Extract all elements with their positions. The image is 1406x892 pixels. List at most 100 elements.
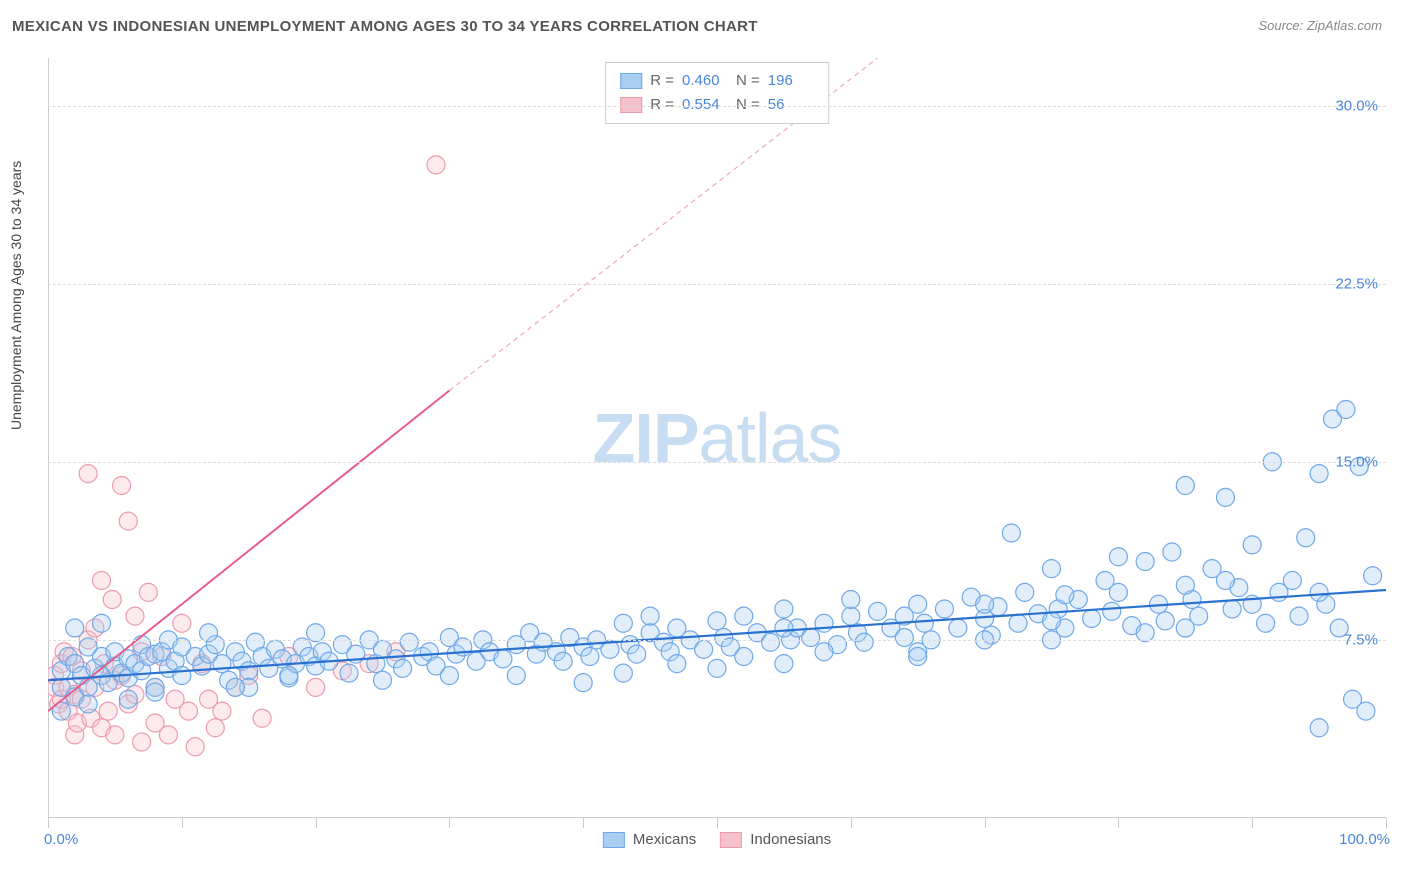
x-tick: [182, 818, 183, 828]
data-point-mexicans: [1216, 572, 1234, 590]
chart-title: MEXICAN VS INDONESIAN UNEMPLOYMENT AMONG…: [12, 18, 758, 35]
data-point-mexicans: [1337, 401, 1355, 419]
data-point-mexicans: [842, 591, 860, 609]
data-point-mexicans: [1243, 536, 1261, 554]
data-point-mexicans: [1163, 543, 1181, 561]
data-point-mexicans: [895, 629, 913, 647]
data-point-mexicans: [735, 607, 753, 625]
data-point-mexicans: [1223, 600, 1241, 618]
data-point-indonesians: [79, 465, 97, 483]
data-point-mexicans: [641, 607, 659, 625]
data-point-mexicans: [775, 600, 793, 618]
data-point-indonesians: [206, 719, 224, 737]
data-point-mexicans: [507, 667, 525, 685]
x-tick: [1118, 818, 1119, 828]
data-point-mexicans: [374, 671, 392, 689]
x-tick: [316, 818, 317, 828]
gridline: [48, 640, 1386, 641]
data-point-indonesians: [126, 607, 144, 625]
data-point-mexicans: [842, 607, 860, 625]
data-point-mexicans: [1136, 553, 1154, 571]
data-point-indonesians: [106, 726, 124, 744]
data-point-mexicans: [949, 619, 967, 637]
data-point-mexicans: [146, 683, 164, 701]
data-point-mexicans: [280, 667, 298, 685]
chart-area: ZIPatlas R = 0.460 N = 196 R = 0.554 N =…: [48, 58, 1386, 818]
data-point-indonesians: [186, 738, 204, 756]
data-point-mexicans: [1283, 572, 1301, 590]
source-attribution: Source: ZipAtlas.com: [1258, 18, 1382, 33]
data-point-mexicans: [802, 629, 820, 647]
data-point-indonesians: [179, 702, 197, 720]
data-point-mexicans: [394, 659, 412, 677]
data-point-indonesians: [103, 591, 121, 609]
data-point-mexicans: [1109, 583, 1127, 601]
data-point-mexicans: [581, 648, 599, 666]
y-axis-label: Unemployment Among Ages 30 to 34 years: [8, 161, 24, 430]
data-point-mexicans: [762, 633, 780, 651]
data-point-indonesians: [113, 477, 131, 495]
data-point-mexicans: [574, 674, 592, 692]
data-point-indonesians: [99, 702, 117, 720]
data-point-mexicans: [1016, 583, 1034, 601]
legend-swatch-indonesians-bottom: [720, 832, 742, 848]
data-point-mexicans: [1156, 612, 1174, 630]
data-point-mexicans: [1364, 567, 1382, 585]
gridline: [48, 462, 1386, 463]
gridline: [48, 106, 1386, 107]
x-tick: [48, 818, 49, 828]
data-point-mexicans: [935, 600, 953, 618]
data-point-indonesians: [139, 583, 157, 601]
data-point-mexicans: [1310, 583, 1328, 601]
data-point-mexicans: [1056, 586, 1074, 604]
x-max-label: 100.0%: [1339, 831, 1390, 848]
data-point-indonesians: [133, 733, 151, 751]
data-point-indonesians: [307, 678, 325, 696]
data-point-mexicans: [628, 645, 646, 663]
y-tick-label: 30.0%: [1335, 97, 1378, 114]
data-point-mexicans: [1310, 719, 1328, 737]
data-point-mexicans: [1043, 560, 1061, 578]
correlation-legend: R = 0.460 N = 196 R = 0.554 N = 56: [605, 62, 829, 124]
data-point-mexicans: [1176, 576, 1194, 594]
data-point-mexicans: [1103, 602, 1121, 620]
data-point-mexicans: [708, 659, 726, 677]
data-point-mexicans: [1083, 610, 1101, 628]
data-point-mexicans: [855, 633, 873, 651]
data-point-mexicans: [1009, 614, 1027, 632]
x-tick: [1386, 818, 1387, 828]
data-point-mexicans: [1357, 702, 1375, 720]
data-point-mexicans: [915, 614, 933, 632]
data-point-indonesians: [173, 614, 191, 632]
data-point-mexicans: [1297, 529, 1315, 547]
data-point-mexicans: [240, 662, 258, 680]
data-point-mexicans: [1257, 614, 1275, 632]
legend-item-indonesians: Indonesians: [720, 831, 831, 848]
data-point-indonesians: [427, 156, 445, 174]
data-point-mexicans: [815, 643, 833, 661]
data-point-mexicans: [708, 612, 726, 630]
data-point-mexicans: [869, 602, 887, 620]
data-point-mexicans: [815, 614, 833, 632]
data-point-indonesians: [93, 572, 111, 590]
data-point-indonesians: [159, 726, 177, 744]
data-point-mexicans: [340, 664, 358, 682]
x-tick: [985, 818, 986, 828]
data-point-mexicans: [119, 690, 137, 708]
legend-swatch-mexicans-bottom: [603, 832, 625, 848]
x-tick: [583, 818, 584, 828]
data-point-mexicans: [79, 695, 97, 713]
data-point-mexicans: [775, 655, 793, 673]
data-point-mexicans: [440, 667, 458, 685]
data-point-indonesians: [213, 702, 231, 720]
x-min-label: 0.0%: [44, 831, 78, 848]
data-point-mexicans: [494, 650, 512, 668]
data-point-mexicans: [226, 678, 244, 696]
data-point-mexicans: [775, 619, 793, 637]
data-point-mexicans: [1002, 524, 1020, 542]
legend-item-mexicans: Mexicans: [603, 831, 696, 848]
x-tick: [851, 818, 852, 828]
x-tick: [717, 818, 718, 828]
data-point-mexicans: [1176, 477, 1194, 495]
data-point-mexicans: [1176, 619, 1194, 637]
